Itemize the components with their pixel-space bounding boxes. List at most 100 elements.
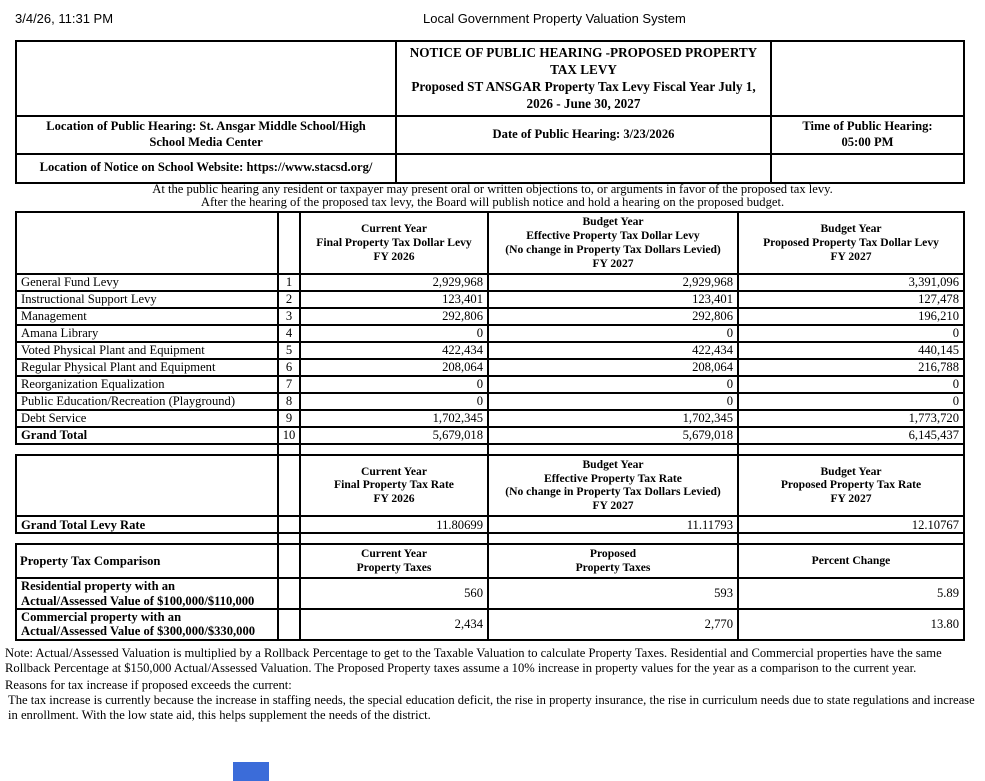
table-row: Residential property with an Actual/Asse… [15, 577, 965, 610]
row-value: 2,929,968 [299, 272, 489, 292]
note-text: Note: Actual/Assessed Valuation is multi… [5, 646, 942, 675]
header-proposed-rate: Budget Year Proposed Property Tax Rate F… [737, 453, 965, 518]
comparison-header-row: Property Tax Comparison Current Year Pro… [15, 543, 965, 580]
row-label: Regular Physical Plant and Equipment [15, 357, 279, 377]
levy-table: Current Year Final Property Tax Dollar L… [15, 211, 965, 641]
spacer-row [16, 443, 965, 455]
row-value: 440,145 [737, 340, 965, 360]
row-value: 5,679,018 [487, 425, 739, 445]
row-line-number: 9 [277, 408, 301, 428]
spacer-cell [16, 533, 278, 544]
table-row: Grand Total 10 5,679,018 5,679,018 6,145,437 [15, 425, 965, 445]
row-value: 123,401 [299, 289, 489, 309]
header-current-year-rate: Current Year Final Property Tax Rate FY … [299, 453, 489, 518]
page-title: Local Government Property Valuation Syst… [423, 11, 686, 26]
spacer-cell [487, 533, 739, 545]
spacer-cell [737, 443, 965, 455]
hearing-time: Time of Public Hearing: 05:00 PM [770, 114, 965, 155]
reasons-heading: Reasons for tax increase if proposed exc… [5, 678, 292, 693]
empty-cell [277, 211, 301, 275]
row-line-number: 1 [277, 272, 301, 292]
row-value: 1,702,345 [487, 408, 739, 428]
footnotes: Note: Actual/Assessed Valuation is multi… [0, 646, 985, 723]
row-line-number: 8 [277, 391, 301, 411]
row-value: 560 [299, 577, 489, 610]
hearing-date: Date of Public Hearing: 3/23/2026 [395, 114, 772, 155]
table-row: Management 3 292,806 292,806 196,210 [15, 306, 965, 326]
header-current-year-levy: Current Year Final Property Tax Dollar L… [299, 211, 489, 275]
table-row: Commercial property with an Actual/Asses… [15, 608, 965, 641]
row-label: Residential property with an Actual/Asse… [15, 577, 279, 610]
row-line-number: 3 [277, 306, 301, 326]
spacer-cell [737, 533, 965, 545]
levy-header-row: Current Year Final Property Tax Dollar L… [15, 211, 965, 275]
table-row: Reorganization Equalization 7 0 0 0 [15, 374, 965, 394]
spacer-cell [277, 443, 301, 455]
spacer-cell [487, 443, 739, 455]
empty-cell [277, 453, 301, 518]
table-row: Grand Total Levy Rate 11.80699 11.11793 12.… [15, 515, 965, 535]
spacer-cell [299, 533, 489, 545]
header-effective-rate: Budget Year Effective Property Tax Rate … [487, 453, 739, 518]
row-value: 0 [299, 374, 489, 394]
row-value: 11.80699 [299, 515, 489, 535]
notice-table: NOTICE OF PUBLIC HEARING -PROPOSED PROPE… [15, 40, 965, 184]
row-value: 216,788 [737, 357, 965, 377]
row-value: 0 [737, 323, 965, 343]
row-value: 2,434 [299, 608, 489, 641]
row-value: 0 [487, 323, 739, 343]
row-label: Voted Physical Plant and Equipment [15, 340, 279, 360]
spacer-row [16, 533, 965, 545]
row-label: Public Education/Recreation (Playground) [15, 391, 279, 411]
row-value: 0 [299, 323, 489, 343]
header-percent-change: Percent Change [737, 543, 965, 580]
notice-empty-cell [770, 152, 965, 184]
row-value: 0 [737, 391, 965, 411]
reasons-text: The tax increase is currently because th… [8, 693, 975, 722]
print-datetime: 3/4/26, 11:31 PM [15, 11, 114, 26]
spacer-cell [16, 444, 278, 455]
row-label: Debt Service [15, 408, 279, 428]
row-value: 422,434 [487, 340, 739, 360]
row-value: 0 [487, 374, 739, 394]
notice-title: NOTICE OF PUBLIC HEARING -PROPOSED PROPE… [395, 40, 772, 117]
row-value: 0 [299, 391, 489, 411]
row-value: 5.89 [737, 577, 965, 610]
empty-cell [277, 543, 301, 580]
print-header: 3/4/26, 11:31 PM Local Government Proper… [0, 11, 985, 29]
notice-empty-cell [15, 40, 397, 117]
row-label: Management [15, 306, 279, 326]
table-row: General Fund Levy 1 2,929,968 2,929,968 3,39… [15, 272, 965, 292]
row-value: 208,064 [299, 357, 489, 377]
row-value: 0 [737, 374, 965, 394]
row-value: 208,064 [487, 357, 739, 377]
row-value: 6,145,437 [737, 425, 965, 445]
row-value: 2,770 [487, 608, 739, 641]
header-proposed-levy: Budget Year Proposed Property Tax Dollar… [737, 211, 965, 275]
header-effective-levy: Budget Year Effective Property Tax Dolla… [487, 211, 739, 275]
table-row: Public Education/Recreation (Playground)… [15, 391, 965, 411]
row-label: Grand Total [15, 425, 279, 445]
row-label: General Fund Levy [15, 272, 279, 292]
row-value: 1,773,720 [737, 408, 965, 428]
row-value: 12.10767 [737, 515, 965, 535]
table-row: Amana Library 4 0 0 0 [15, 323, 965, 343]
row-line-number [277, 608, 301, 641]
header-current-taxes: Current Year Property Taxes [299, 543, 489, 580]
row-value: 196,210 [737, 306, 965, 326]
row-value: 292,806 [299, 306, 489, 326]
notice-empty-cell [395, 152, 772, 184]
table-row: Voted Physical Plant and Equipment 5 422,4… [15, 340, 965, 360]
row-value: 0 [487, 391, 739, 411]
row-line-number: 2 [277, 289, 301, 309]
hearing-note: At the public hearing any resident or ta… [152, 182, 833, 210]
spacer-cell [299, 443, 489, 455]
row-value: 593 [487, 577, 739, 610]
spacer-cell [277, 533, 301, 545]
row-value: 2,929,968 [487, 272, 739, 292]
notice-empty-cell [770, 40, 965, 117]
rate-header-row: Current Year Final Property Tax Rate FY … [15, 453, 965, 518]
row-line-number: 6 [277, 357, 301, 377]
row-line-number: 10 [277, 425, 301, 445]
row-value: 422,434 [299, 340, 489, 360]
